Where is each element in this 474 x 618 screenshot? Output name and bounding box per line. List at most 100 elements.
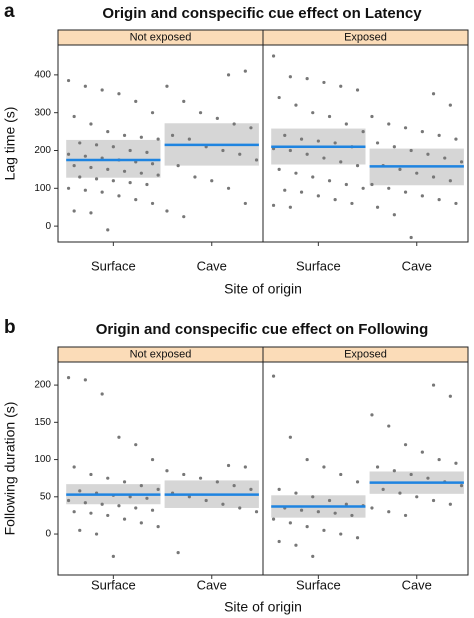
data-point (392, 213, 396, 217)
data-point (271, 517, 276, 521)
y-tick-label: 100 (34, 183, 51, 194)
data-point (311, 111, 315, 115)
data-point (316, 510, 320, 514)
data-point (355, 536, 360, 540)
facet-frame (262, 44, 469, 243)
data-point (176, 551, 180, 555)
data-point (221, 502, 225, 506)
data-point (232, 484, 236, 488)
data-point (375, 205, 380, 209)
data-point (249, 126, 253, 130)
data-point (448, 394, 452, 398)
data-point (344, 502, 348, 506)
data-point (100, 392, 104, 396)
data-point (426, 476, 430, 480)
y-tick-label: 200 (34, 380, 51, 391)
data-point (283, 188, 287, 192)
panel-label: b (4, 317, 16, 338)
data-point (415, 171, 419, 175)
data-point (156, 524, 160, 529)
data-point (78, 489, 82, 493)
data-point (431, 175, 436, 179)
x-tick-label: Surface (296, 577, 341, 592)
x-axis-label: Site of origin (224, 599, 302, 615)
x-tick-label: Cave (197, 577, 227, 592)
data-point (122, 133, 127, 137)
data-point (139, 521, 143, 525)
data-point (339, 532, 343, 536)
facet-label: Not exposed (130, 31, 192, 43)
data-point (305, 524, 309, 529)
data-point (66, 152, 71, 156)
data-point (170, 133, 175, 137)
data-point (288, 75, 292, 79)
data-point (128, 181, 132, 185)
data-point (232, 122, 236, 126)
data-point (94, 532, 99, 536)
data-point (134, 198, 138, 202)
data-point (350, 201, 354, 206)
data-point (89, 511, 93, 515)
data-point (454, 461, 458, 465)
y-tick-label: 50 (40, 491, 52, 502)
data-point (78, 141, 82, 145)
data-point (294, 171, 298, 175)
data-point (283, 133, 287, 137)
data-point (311, 175, 315, 179)
data-point (176, 164, 180, 168)
data-point (117, 92, 121, 96)
data-point (111, 554, 115, 558)
data-point (150, 457, 155, 462)
data-point (409, 472, 413, 477)
data-point (134, 99, 138, 103)
data-point (387, 122, 391, 126)
data-point (403, 190, 408, 194)
data-point (409, 235, 413, 240)
data-point (294, 543, 298, 547)
y-tick-label: 0 (45, 221, 51, 232)
data-point (226, 186, 231, 190)
facet-frame (262, 361, 469, 576)
data-point (182, 99, 186, 103)
data-point (277, 95, 281, 100)
data-point (333, 511, 337, 515)
data-point (78, 528, 82, 532)
data-point (327, 114, 332, 119)
data-point (94, 143, 99, 147)
data-point (355, 164, 360, 168)
data-point (403, 126, 408, 130)
data-point (437, 457, 441, 462)
data-point (145, 182, 149, 187)
data-point (111, 145, 115, 149)
data-point (165, 209, 169, 213)
data-point (327, 179, 332, 183)
data-point (387, 510, 391, 514)
data-point (78, 175, 82, 179)
data-point (83, 501, 87, 505)
y-tick-label: 200 (34, 145, 51, 156)
data-point (150, 508, 155, 512)
data-point (165, 84, 169, 88)
data-point (311, 495, 315, 499)
x-tick-label: Surface (296, 258, 341, 273)
data-point (344, 122, 348, 126)
data-point (100, 502, 104, 506)
data-point (182, 472, 186, 477)
data-point (316, 194, 320, 198)
data-point (117, 435, 121, 439)
data-point (322, 465, 326, 469)
data-point (215, 480, 219, 484)
panel-label: a (4, 1, 15, 22)
data-point (271, 203, 276, 207)
data-point (238, 152, 242, 156)
data-point (254, 510, 259, 514)
data-point (322, 156, 326, 160)
data-point (89, 211, 93, 215)
data-point (139, 484, 143, 488)
facet-label: Not exposed (130, 348, 192, 360)
data-point (100, 190, 104, 194)
data-point (66, 78, 71, 83)
data-point (243, 465, 247, 469)
data-point (398, 491, 402, 495)
data-point (294, 103, 298, 107)
